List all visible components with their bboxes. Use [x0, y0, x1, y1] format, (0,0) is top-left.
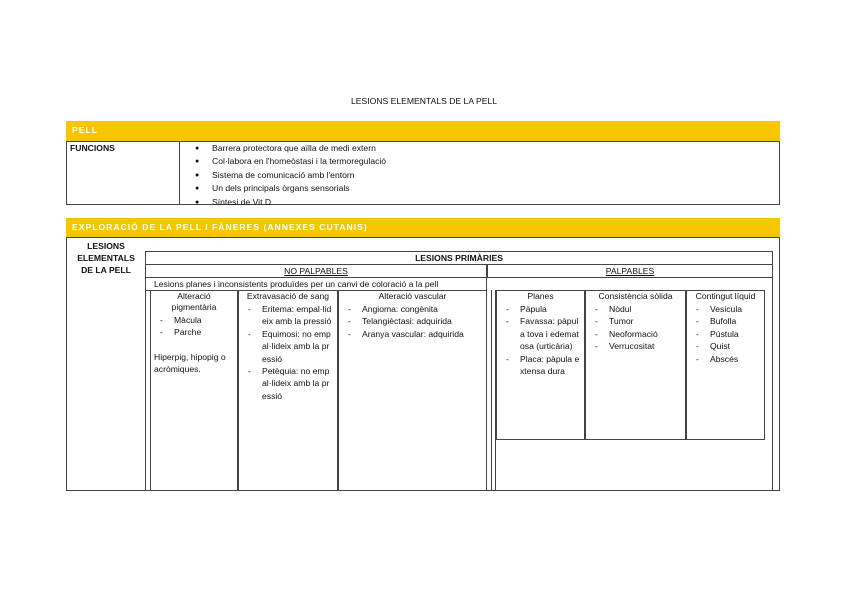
no-palpables-description: Lesions planes i inconsistents produïdes… [145, 277, 487, 291]
column-list: Eritema: empal·lideix amb la pressióEqui… [240, 303, 334, 402]
list-item: Petèquia: no empal·lideix amb la pressió [240, 365, 334, 402]
column-heading: Consistència sòlida [598, 291, 673, 301]
list-item: Eritema: empal·lideix amb la pressió [240, 303, 334, 328]
function-item: Sistema de comunicació amb l'entorn [195, 169, 386, 183]
list-item: Pàpula [498, 303, 581, 316]
exploration-label: LESIONS ELEMENTALS DE LA PELL [77, 241, 135, 275]
column [238, 290, 338, 491]
column [338, 290, 487, 491]
column-list: MàculaParche [152, 314, 234, 339]
functions-label: FUNCIONS [70, 143, 115, 153]
list-item: Telangièctasi: adquirida [340, 315, 483, 328]
list-item: Quist [688, 340, 761, 353]
column-heading: Alteració vascular [378, 291, 447, 301]
list-item: Tumor [587, 315, 682, 328]
list-item: Bufolla [688, 315, 761, 328]
title: LESIONS ELEMENTALS DE LA PELL [351, 96, 497, 106]
list-item: Pústula [688, 328, 761, 341]
column-list: VesiculaBufollaPústulaQuistAbscés [688, 303, 761, 365]
list-item: Equimosi: no empal·lideix amb la pressió [240, 328, 334, 365]
no-palpables-header: NO PALPABLES [145, 264, 487, 278]
column [585, 290, 686, 440]
column [150, 290, 238, 491]
function-item: Síntesi de Vit D [195, 196, 386, 210]
functions-cell [66, 141, 180, 205]
section-header: EXPLORACIÓ DE LA PELL I FÀNERES (ANNEXES… [66, 218, 780, 237]
primaries-header: LESIONS PRIMÀRIES [145, 251, 773, 265]
functions-list: Barrera protectora que aïlla de medi ext… [195, 142, 386, 209]
palpables-header: PALPABLES [487, 264, 773, 278]
column-heading: Extravasació de sang [246, 291, 330, 301]
column-heading: Contingut líquid [695, 291, 756, 301]
function-item: Un dels principals òrgans sensorials [195, 182, 386, 196]
list-item: Aranya vascular: adquirida [340, 328, 483, 341]
list-item: Placa: pàpula extensa dura [498, 353, 581, 378]
list-item: Parche [152, 326, 234, 339]
list-item: Nòdul [587, 303, 682, 316]
list-item: Favassa: pàpula tova i edematosa (urticà… [498, 315, 581, 352]
column-list: NòdulTumorNeoformacióVerrucositat [587, 303, 682, 353]
list-item: Abscés [688, 353, 761, 366]
list-item: Verrucositat [587, 340, 682, 353]
double-rule [491, 290, 496, 491]
column-list: PàpulaFavassa: pàpula tova i edematosa (… [498, 303, 581, 377]
list-item: Màcula [152, 314, 234, 327]
column-note: Hiperpig, hipopig o acròmiques. [154, 352, 226, 374]
list-item: Neoformació [587, 328, 682, 341]
list-item: Vesicula [688, 303, 761, 316]
column-heading: Alteració pigmentària [171, 291, 217, 312]
function-item: Col·labora en l'homeòstasi i la termoreg… [195, 155, 386, 169]
section-header: PELL [66, 121, 780, 141]
column [686, 290, 765, 440]
function-item: Barrera protectora que aïlla de medi ext… [195, 142, 386, 156]
list-item: Angioma: congènita [340, 303, 483, 316]
column [496, 290, 585, 440]
column-heading: Planes [527, 291, 554, 301]
column-list: Angioma: congènitaTelangièctasi: adquiri… [340, 303, 483, 341]
